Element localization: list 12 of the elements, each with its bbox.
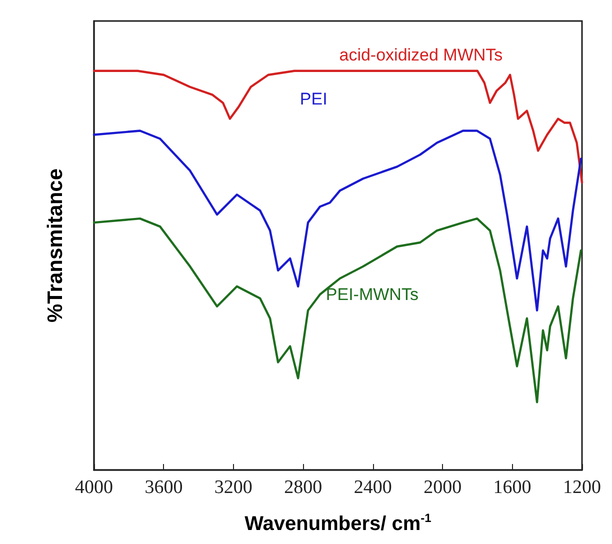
x-tick-label: 2000 xyxy=(424,477,462,498)
series-label: acid-oxidized MWNTs xyxy=(339,45,503,64)
text: PEI xyxy=(300,89,328,108)
series-label: PEI-MWNTs xyxy=(326,284,418,304)
y-axis-title: %Transmitance xyxy=(44,168,67,323)
x-tick-label: 4000 xyxy=(75,477,113,498)
x-tick-label: 2400 xyxy=(354,477,392,498)
x-tick-label: 2800 xyxy=(284,477,322,498)
x-tick-label: 3600 xyxy=(144,477,183,498)
x-tick-label: 1600 xyxy=(493,477,532,498)
x-tick-label: 1200 xyxy=(563,477,601,498)
x-tick-label: 3200 xyxy=(214,477,252,498)
